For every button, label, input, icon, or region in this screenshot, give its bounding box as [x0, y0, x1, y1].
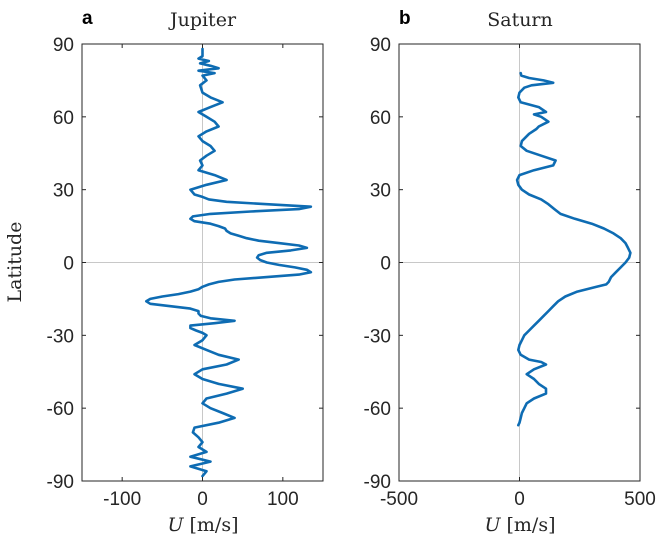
panel-b-y-tick-label: 90	[370, 35, 391, 56]
panel-jupiter: a Jupiter -90 -60 -30 0 30 60 90 -100 0 100 U [m/s…	[4, 8, 324, 536]
jupiter-wind-profile-line	[145, 47, 313, 478]
panel-b-label: b	[399, 8, 411, 29]
panel-b-xlabel: U [m/s]	[484, 514, 555, 536]
panel-b-x-tick-label: 500	[624, 489, 656, 510]
panel-a-y-tick-label: 90	[53, 35, 74, 56]
panel-a-xlabel-unit: [m/s]	[190, 514, 239, 536]
panel-a-x-tick-label: 100	[267, 489, 299, 510]
panel-a-xlabel: U [m/s]	[167, 514, 238, 536]
panel-a-y-tick-label: 30	[53, 181, 74, 202]
saturn-wind-profile-line	[515, 71, 632, 427]
panel-b-y-tick-label: -60	[364, 399, 391, 420]
panel-b-x-tick-label: 0	[514, 489, 525, 510]
y-axis-label: Latitude	[4, 222, 26, 303]
panel-b-x-tick-label: -500	[380, 489, 418, 510]
panel-a-zero-lines	[82, 44, 323, 481]
panel-a-y-tick-label: 60	[53, 108, 74, 129]
panel-b-y-tick-label: -30	[364, 326, 391, 347]
panel-a-y-tick-label: -60	[47, 399, 74, 420]
panel-b-y-tick-label: 30	[370, 181, 391, 202]
panel-a-label: a	[82, 8, 93, 29]
panel-a-ticks: -90 -60 -30 0 30 60 90 -100 0 100	[47, 35, 323, 510]
panel-a-xlabel-symbol: U	[167, 514, 184, 536]
panel-b-y-tick-label: 0	[380, 254, 391, 275]
panel-a-x-tick-label: 0	[197, 489, 208, 510]
panel-b-xlabel-symbol: U	[484, 514, 501, 536]
panel-a-y-tick-label: -30	[47, 326, 74, 347]
panel-a-y-tick-label: -90	[47, 472, 74, 493]
panel-b-xlabel-unit: [m/s]	[507, 514, 556, 536]
panel-b-title: Saturn	[487, 9, 553, 31]
panel-a-title: Jupiter	[168, 9, 237, 31]
panel-b-y-tick-label: -90	[364, 472, 391, 493]
panel-b-zero-lines	[399, 44, 640, 481]
panel-saturn: b Saturn -90 -60 -30 0 30 60 90 -500 0 500 U [m/s]	[364, 8, 656, 536]
panel-b-ticks: -90 -60 -30 0 30 60 90 -500 0 500	[364, 35, 656, 510]
panel-b-y-tick-label: 60	[370, 108, 391, 129]
panel-a-x-tick-label: -100	[103, 489, 141, 510]
panel-a-y-tick-label: 0	[63, 254, 74, 275]
